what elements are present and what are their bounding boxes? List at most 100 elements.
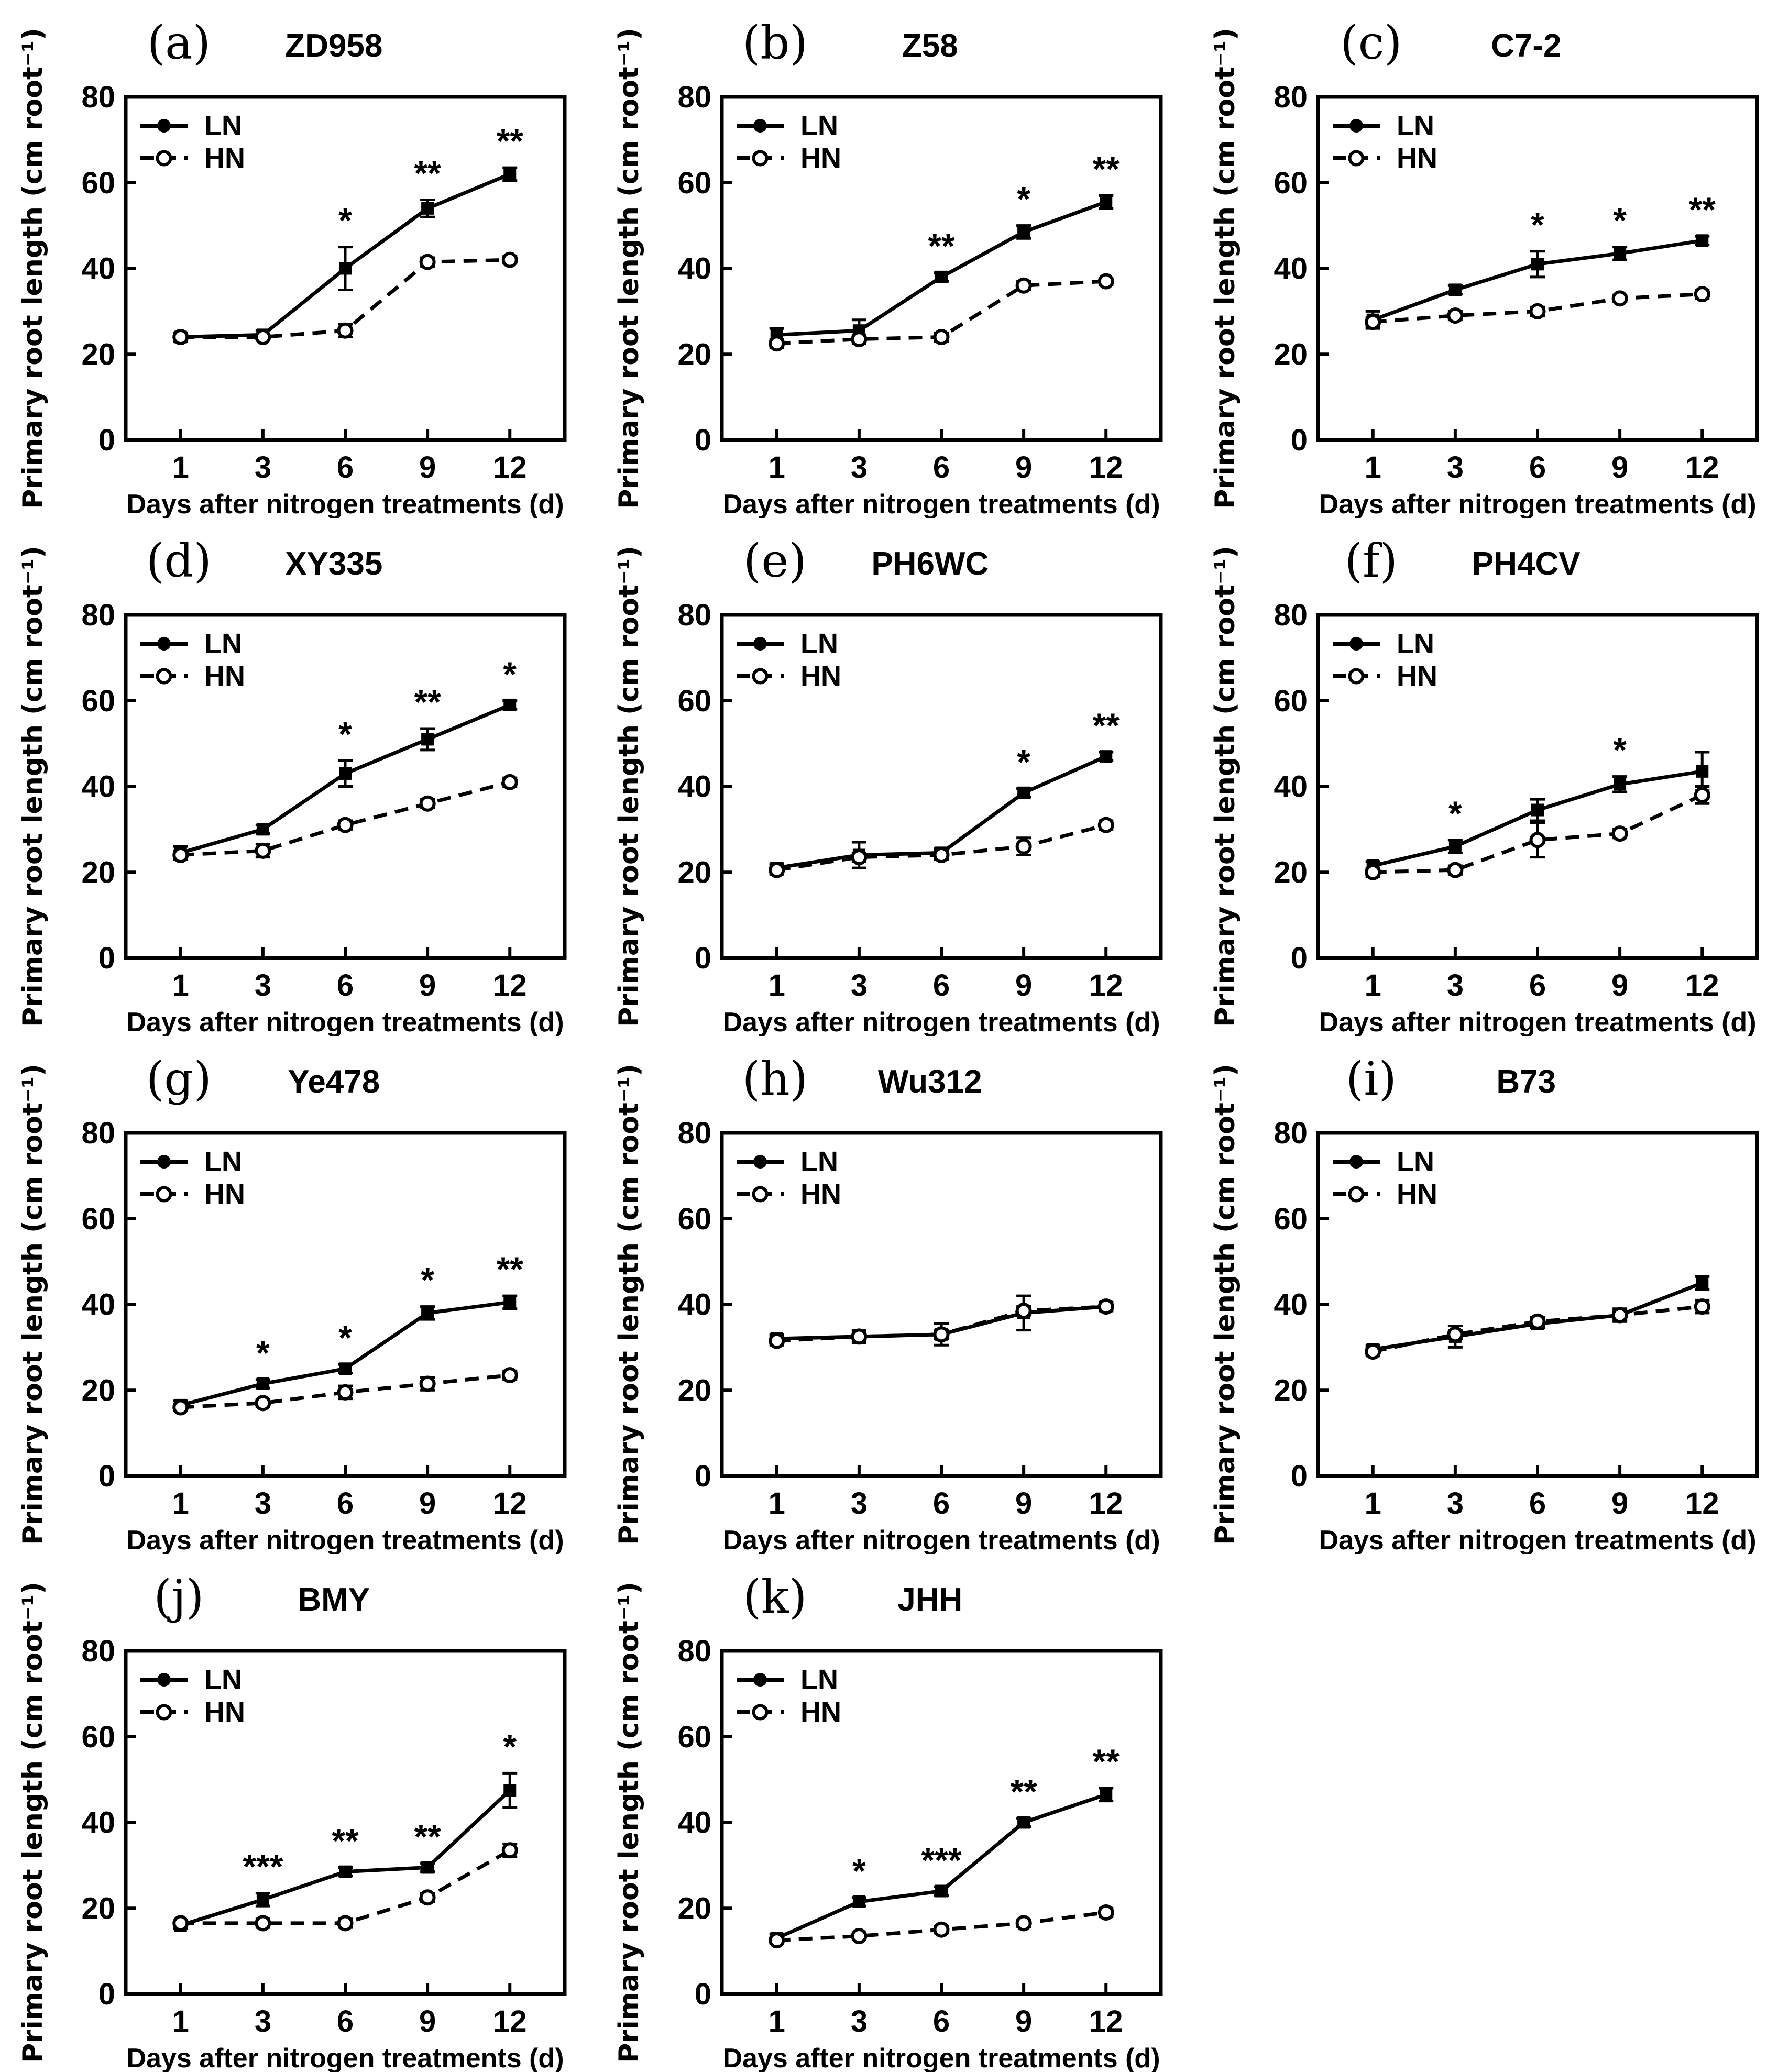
x-tick-label: 1: [1365, 1486, 1381, 1520]
data-point-marker: [419, 254, 436, 270]
y-tick-label: 40: [677, 770, 711, 804]
legend-label-LN: LN: [800, 1664, 838, 1695]
data-point-marker: [769, 862, 785, 878]
panel-a: (a) ZD958 0 20 40 60 80 1 3 6 9 12 Days after nitrog…: [0, 0, 596, 518]
x-tick-label: 6: [933, 968, 950, 1002]
x-tick-label: 3: [255, 1486, 271, 1520]
legend-label-HN: HN: [204, 142, 245, 174]
data-point-marker: [157, 637, 171, 651]
panel-f: (f) PH4CV 0 20 40 60 80 1 3 6 9 12 Days after nitrog…: [1192, 518, 1789, 1036]
data-point-marker: [1694, 787, 1710, 803]
data-point-marker: [1017, 225, 1030, 238]
series-HN: [1365, 1298, 1710, 1360]
x-tick-label: 12: [1089, 1486, 1123, 1520]
data-point-marker: [1348, 1186, 1365, 1203]
x-tick-label: 6: [933, 1486, 950, 1520]
chart-XY335: (d) XY335 0 20 40 60 80 1 3 6 9 12 Days after nitrog…: [17, 534, 567, 1036]
panel-letter: (i): [1346, 1052, 1397, 1106]
data-point-marker: [419, 1375, 436, 1392]
data-point-marker: [1100, 750, 1113, 763]
x-tick-label: 3: [255, 2004, 271, 2038]
x-axis: 1 3 6 9 12: [172, 1465, 527, 1520]
x-tick-label: 3: [851, 2004, 868, 2038]
data-point-marker: [1365, 1343, 1381, 1360]
series-HN: [769, 273, 1114, 352]
x-axis: 1 3 6 9 12: [769, 1983, 1123, 2038]
data-point-marker: [1015, 1303, 1032, 1319]
data-point-marker: [1097, 273, 1114, 290]
y-tick-label: 20: [677, 855, 711, 889]
y-axis-label: Primary root length (cm root⁻¹): [1210, 28, 1241, 509]
x-tick-label: 6: [337, 450, 354, 484]
x-tick-label: 9: [1015, 968, 1032, 1002]
data-point-marker: [1696, 1276, 1709, 1290]
y-tick-label: 40: [81, 252, 115, 286]
series-HN: [769, 1298, 1114, 1349]
x-tick-label: 3: [255, 968, 271, 1002]
data-point-marker: [421, 202, 434, 215]
y-axis: 0 20 40 60 80: [81, 1634, 136, 2011]
significance-asterisk: **: [497, 122, 524, 160]
panel-title: ZD958: [285, 28, 382, 64]
data-point-marker: [419, 795, 436, 812]
series-HN: [172, 251, 518, 345]
data-point-marker: [1097, 1298, 1114, 1315]
series-HN: [769, 1904, 1114, 1949]
y-tick-label: 60: [81, 684, 115, 718]
data-point-marker: [157, 1155, 171, 1169]
panel-e: (e) PH6WC 0 20 40 60 80 1 3 6 9 12 Days after nitrog…: [596, 518, 1192, 1036]
y-axis-label: Primary root length (cm root⁻¹): [17, 1064, 49, 1545]
data-point-marker: [1611, 825, 1628, 842]
chart-Ye478: (g) Ye478 0 20 40 60 80 1 3 6 9 12 Days after nitrog…: [17, 1052, 567, 1554]
y-axis: 0 20 40 60 80: [81, 598, 136, 975]
series-LN: [769, 194, 1114, 343]
plot-frame: [720, 1649, 1163, 1996]
y-tick-label: 80: [1274, 1116, 1308, 1150]
panel-title: B73: [1496, 1064, 1556, 1100]
x-axis: 1 3 6 9 12: [172, 947, 527, 1002]
data-point-marker: [157, 1673, 171, 1687]
series-HN: [172, 774, 518, 863]
x-tick-label: 3: [851, 1486, 868, 1520]
y-axis-label: Primary root length (cm root⁻¹): [613, 1582, 645, 2063]
data-point-marker: [1017, 786, 1030, 799]
data-point-marker: [752, 150, 769, 167]
data-point-marker: [1349, 119, 1363, 133]
x-tick-label: 12: [493, 968, 527, 1002]
x-axis: 1 3 6 9 12: [769, 429, 1123, 484]
y-axis: 0 20 40 60 80: [1274, 598, 1329, 975]
x-tick-label: 1: [769, 2004, 785, 2038]
y-axis-label: Primary root length (cm root⁻¹): [17, 28, 49, 509]
x-axis-label: Days after nitrogen treatments (d): [126, 1007, 564, 1036]
y-tick-label: 20: [677, 337, 711, 371]
significance-asterisk: *: [1613, 731, 1627, 769]
y-tick-label: 0: [98, 1459, 115, 1493]
significance-asterisk: **: [1093, 149, 1120, 188]
data-point-marker: [1611, 1307, 1628, 1324]
chart-C7-2: (c) C7-2 0 20 40 60 80 1 3 6 9 12 Days after nitroge…: [1210, 16, 1759, 518]
plot-frame: [720, 95, 1163, 442]
y-tick-label: 20: [81, 1373, 115, 1407]
significance-asterisk: ***: [243, 1847, 283, 1886]
x-axis-label: Days after nitrogen treatments (d): [126, 489, 564, 518]
x-axis: 1 3 6 9 12: [1365, 429, 1719, 484]
data-point-marker: [1448, 283, 1462, 296]
y-tick-label: 40: [677, 1806, 711, 1840]
legend-label-HN: HN: [1397, 1178, 1437, 1210]
data-point-marker: [1365, 314, 1381, 330]
data-point-marker: [933, 1921, 950, 1938]
data-point-marker: [337, 817, 354, 833]
panel-g: (g) Ye478 0 20 40 60 80 1 3 6 9 12 Days after nitrog…: [0, 1036, 596, 1554]
chart-Z58: (b) Z58 0 20 40 60 80 1 3 6 9 12 Days after nitrogen…: [613, 16, 1163, 518]
y-tick-label: 0: [98, 1977, 115, 2011]
chart-BMY: (j) BMY 0 20 40 60 80 1 3 6 9 12 Days after nitrogen…: [17, 1570, 567, 2072]
data-point-marker: [1529, 832, 1546, 848]
y-tick-label: 80: [1274, 80, 1308, 114]
data-point-marker: [339, 767, 352, 780]
significance-asterisk: **: [414, 154, 441, 193]
significance-asterisk: *: [421, 1261, 434, 1299]
y-axis-label: Primary root length (cm root⁻¹): [17, 546, 49, 1027]
y-tick-label: 60: [1274, 1202, 1308, 1236]
data-point-marker: [1365, 864, 1381, 880]
